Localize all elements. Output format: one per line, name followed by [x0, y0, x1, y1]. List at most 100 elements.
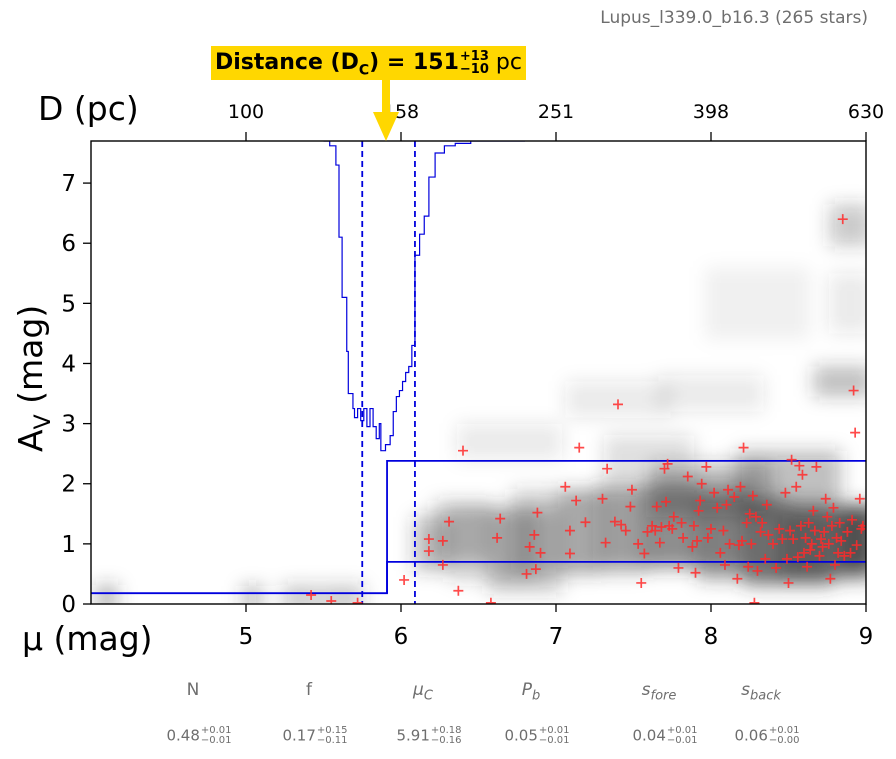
star-marker — [560, 481, 571, 492]
distance-arrow — [373, 80, 399, 141]
star-marker — [741, 517, 752, 528]
star-marker — [785, 525, 796, 536]
star-marker — [847, 514, 858, 525]
star-marker — [845, 547, 856, 558]
star-marker — [326, 595, 337, 604]
star-marker — [690, 567, 701, 578]
y-tick-label: 5 — [61, 291, 76, 317]
top-axis-label: D (pc) — [38, 89, 139, 128]
star-marker — [822, 511, 833, 522]
star-marker — [761, 499, 772, 510]
star-marker — [738, 442, 749, 453]
star-marker — [721, 499, 732, 510]
star-marker — [715, 547, 726, 558]
star-marker — [701, 461, 712, 472]
star-marker — [661, 496, 672, 507]
star-marker — [668, 511, 679, 522]
star-marker — [564, 525, 575, 536]
star-marker — [712, 502, 723, 513]
star-marker — [437, 535, 448, 546]
density-blob — [281, 584, 319, 604]
star-marker — [816, 534, 827, 545]
star-marker — [830, 559, 840, 570]
star-marker — [746, 538, 757, 549]
star-marker — [811, 461, 822, 472]
star-marker — [732, 573, 743, 584]
star-marker — [763, 529, 774, 540]
star-marker — [719, 559, 730, 570]
star-marker — [693, 505, 704, 516]
star-marker — [535, 547, 546, 558]
top-tick-label: 630 — [848, 101, 884, 123]
star-marker — [682, 471, 693, 482]
density-blob — [705, 267, 810, 340]
star-marker — [651, 501, 662, 512]
star-marker — [495, 513, 506, 524]
star-marker — [808, 505, 819, 516]
star-marker — [437, 559, 448, 570]
star-marker — [453, 585, 464, 596]
star-marker — [783, 577, 794, 588]
star-marker — [718, 525, 729, 536]
star-marker — [771, 562, 782, 573]
star-marker — [791, 481, 802, 492]
star-marker — [857, 520, 866, 531]
param-value: 5.91 +0.18 −0.16 — [396, 725, 462, 746]
star-marker — [842, 526, 853, 537]
param-name: sfore — [641, 680, 677, 704]
star-marker — [854, 493, 865, 504]
y-tick-label: 3 — [61, 412, 76, 438]
star-marker — [848, 385, 859, 396]
param-name: Pb — [521, 680, 541, 704]
star-marker — [613, 399, 623, 410]
star-marker — [692, 535, 703, 546]
star-marker — [530, 564, 541, 575]
star-marker — [797, 469, 808, 480]
plot-frame — [90, 140, 867, 605]
star-marker — [814, 550, 825, 561]
star-marker — [616, 519, 627, 530]
star-marker — [836, 535, 847, 546]
star-marker — [399, 574, 410, 585]
x-tick-label: 8 — [704, 624, 719, 650]
star-marker — [786, 454, 797, 465]
star-marker — [636, 577, 647, 588]
chart-subtitle: Lupus_l339.0_b16.3 (265 stars) — [600, 8, 868, 28]
star-marker — [642, 526, 653, 537]
distance-label: Distance (DC) = 151 +13 −10 pc — [211, 46, 526, 80]
top-tick-label: 251 — [538, 101, 574, 123]
star-marker — [626, 484, 637, 495]
star-marker — [602, 463, 613, 474]
x-tick-label: 7 — [549, 624, 564, 650]
star-marker — [650, 525, 661, 536]
star-marker — [524, 541, 535, 552]
star-marker — [458, 445, 468, 456]
star-marker — [654, 537, 665, 548]
star-marker — [687, 541, 698, 552]
star-marker — [667, 523, 678, 534]
star-marker — [702, 532, 713, 543]
x-tick-label: 6 — [394, 624, 409, 650]
star-marker — [747, 490, 758, 501]
param-value: 0.04 +0.01 −0.01 — [632, 725, 698, 746]
star-marker — [781, 553, 792, 564]
star-marker — [795, 520, 806, 531]
star-marker — [757, 517, 768, 528]
star-marker — [676, 517, 687, 528]
param-value: 0.05 +0.01 −0.01 — [504, 725, 570, 746]
star-marker — [696, 478, 707, 489]
star-marker — [580, 517, 591, 528]
star-marker — [820, 493, 831, 504]
star-marker — [825, 573, 836, 584]
param-value: 0.17 +0.15 −0.11 — [282, 725, 348, 746]
star-marker — [600, 537, 611, 548]
star-marker — [639, 548, 650, 559]
star-marker — [788, 534, 799, 545]
star-marker — [729, 491, 740, 502]
star-marker — [780, 487, 791, 498]
density-blob — [829, 204, 866, 247]
star-marker — [800, 532, 811, 543]
density-blob — [604, 435, 694, 484]
